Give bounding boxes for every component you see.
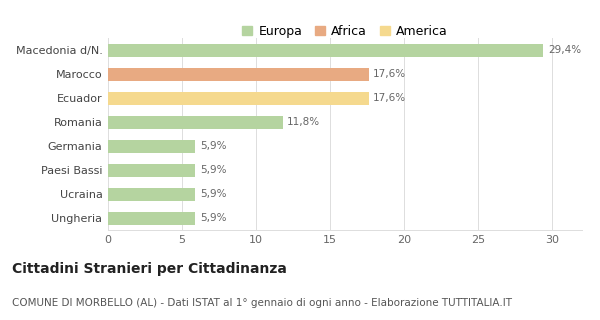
- Bar: [108, 68, 369, 81]
- Text: 5,9%: 5,9%: [200, 165, 226, 175]
- Text: 5,9%: 5,9%: [200, 213, 226, 223]
- Bar: [108, 44, 544, 57]
- Bar: [108, 164, 196, 177]
- Bar: [108, 188, 196, 201]
- Text: 5,9%: 5,9%: [200, 189, 226, 199]
- Text: COMUNE DI MORBELLO (AL) - Dati ISTAT al 1° gennaio di ogni anno - Elaborazione T: COMUNE DI MORBELLO (AL) - Dati ISTAT al …: [12, 298, 512, 308]
- Legend: Europa, Africa, America: Europa, Africa, America: [238, 20, 452, 43]
- Bar: [108, 92, 369, 105]
- Text: 11,8%: 11,8%: [287, 117, 320, 127]
- Text: 17,6%: 17,6%: [373, 69, 406, 79]
- Text: 29,4%: 29,4%: [548, 45, 581, 55]
- Text: 17,6%: 17,6%: [373, 93, 406, 103]
- Text: Cittadini Stranieri per Cittadinanza: Cittadini Stranieri per Cittadinanza: [12, 262, 287, 276]
- Bar: [108, 212, 196, 225]
- Bar: [108, 140, 196, 153]
- Bar: [108, 116, 283, 129]
- Text: 5,9%: 5,9%: [200, 141, 226, 151]
